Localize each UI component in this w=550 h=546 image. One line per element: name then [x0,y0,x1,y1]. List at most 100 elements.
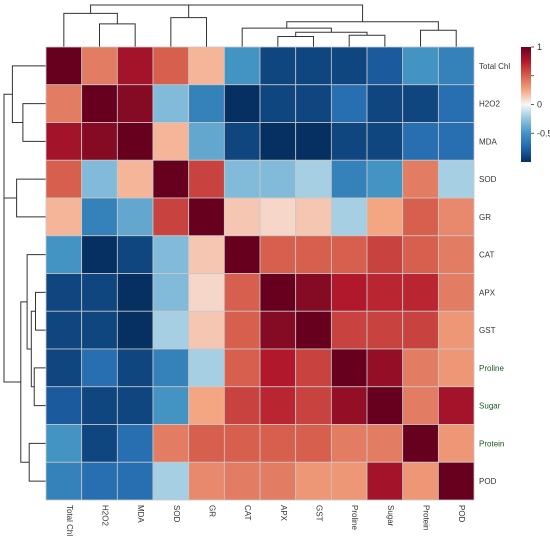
heatmap-cell [366,273,404,312]
heatmap-cell [152,310,190,350]
heatmap-cell [188,235,225,274]
heatmap-cell [81,461,118,501]
heatmap-cell [152,386,190,425]
heatmap-cell [259,348,297,388]
heatmap-cell [437,348,475,388]
heatmap-cell [295,348,332,388]
heatmap-cell [45,159,83,199]
heatmap-cell [188,273,225,312]
heatmap-cell [437,122,475,161]
heatmap-cell [45,122,83,161]
row-label: Total Chl [479,62,510,71]
heatmap-cell [366,159,404,199]
heatmap-cell [330,235,368,274]
row-label: Proline [479,364,504,373]
color-legend-tick-label: -0.5 [537,128,550,138]
color-legend-tick-label: 1 [537,42,542,52]
dendrogram-branch [241,27,332,47]
heatmap-cell [402,197,439,237]
heatmap-cell [188,122,225,161]
heatmap-cell [81,122,118,161]
heatmap-cell [81,84,118,123]
heatmap-cell [45,461,83,501]
dendrogram-branch [170,17,208,47]
heatmap-cell [366,310,404,350]
heatmap-cell [116,273,154,312]
heatmap-cell [223,310,261,350]
heatmap-cell [330,348,368,388]
heatmap-cell [81,197,118,237]
column-label: GR [208,505,217,517]
dendrogram-branch [348,34,386,47]
heatmap-cell [259,46,297,86]
heatmap-cell [45,273,83,312]
heatmap-cell [330,310,368,350]
heatmap-cell [45,84,83,123]
heatmap-cell [402,159,439,199]
heatmap-cell [188,348,225,388]
dendrogram-branch [3,93,17,199]
heatmap-cell [81,235,118,274]
heatmap-cell [366,122,404,161]
heatmap-cell [223,197,261,237]
heatmap-cell [116,159,154,199]
column-dendrogram [63,4,457,47]
heatmap-cell [259,159,297,199]
heatmap-cell [116,348,154,388]
heatmap-cell [259,122,297,161]
color-legend-tick-label: 0 [537,100,542,110]
heatmap-cell [295,122,332,161]
column-label: H2O2 [101,505,110,526]
row-label: GR [479,213,491,222]
heatmap-cell [437,159,475,199]
dendrogram-branch [295,31,368,37]
dendrogram-branch [99,23,136,47]
dendrogram-branch [33,367,46,407]
heatmap-cell [152,273,190,312]
heatmap-cell [295,273,332,312]
column-label: POD [457,505,466,523]
heatmap-cell [152,461,190,501]
heatmap-cell [188,159,225,199]
heatmap-cell [330,84,368,123]
dendrogram-branch [139,4,364,22]
heatmap-cell [366,84,404,123]
heatmap-cell [259,424,297,463]
heatmap-cell [259,273,297,312]
heatmap-cell [295,461,332,501]
dendrogram-branch [277,36,315,47]
heatmap-cell [81,424,118,463]
column-label: SOD [172,505,181,523]
dendrogram-branch [420,29,457,47]
row-label: Protein [479,439,504,448]
dendrogram-branch [90,4,190,18]
heatmap-cell [259,461,297,501]
column-label: Proline [350,505,359,530]
heatmap-cell [366,348,404,388]
row-label: H2O2 [479,100,500,109]
heatmap-cell [402,386,439,425]
heatmap-cell [188,46,225,86]
heatmap-cell [295,235,332,274]
heatmap-cell [116,461,154,501]
heatmap-cell [437,197,475,237]
heatmap-cell [45,235,83,274]
heatmap-cell [188,461,225,501]
heatmap-cell [437,235,475,274]
heatmap-cell [402,310,439,350]
heatmap-cell [223,122,261,161]
heatmap-cell [152,122,190,161]
column-label: MDA [136,505,145,523]
heatmap-cell [402,46,439,86]
heatmap-cell [188,424,225,463]
heatmap-cell [366,386,404,425]
dendrogram-branch [26,254,46,350]
column-label: APX [279,505,288,522]
heatmap-cell [223,235,261,274]
heatmap-cell [223,461,261,501]
row-label: SOD [479,175,497,184]
color-legend: 1 0 -0.5 [521,42,550,162]
row-labels: Total Chl H2O2 MDA SOD GR CAT APX GST Proline Sug… [479,62,510,486]
heatmap-cell [116,197,154,237]
